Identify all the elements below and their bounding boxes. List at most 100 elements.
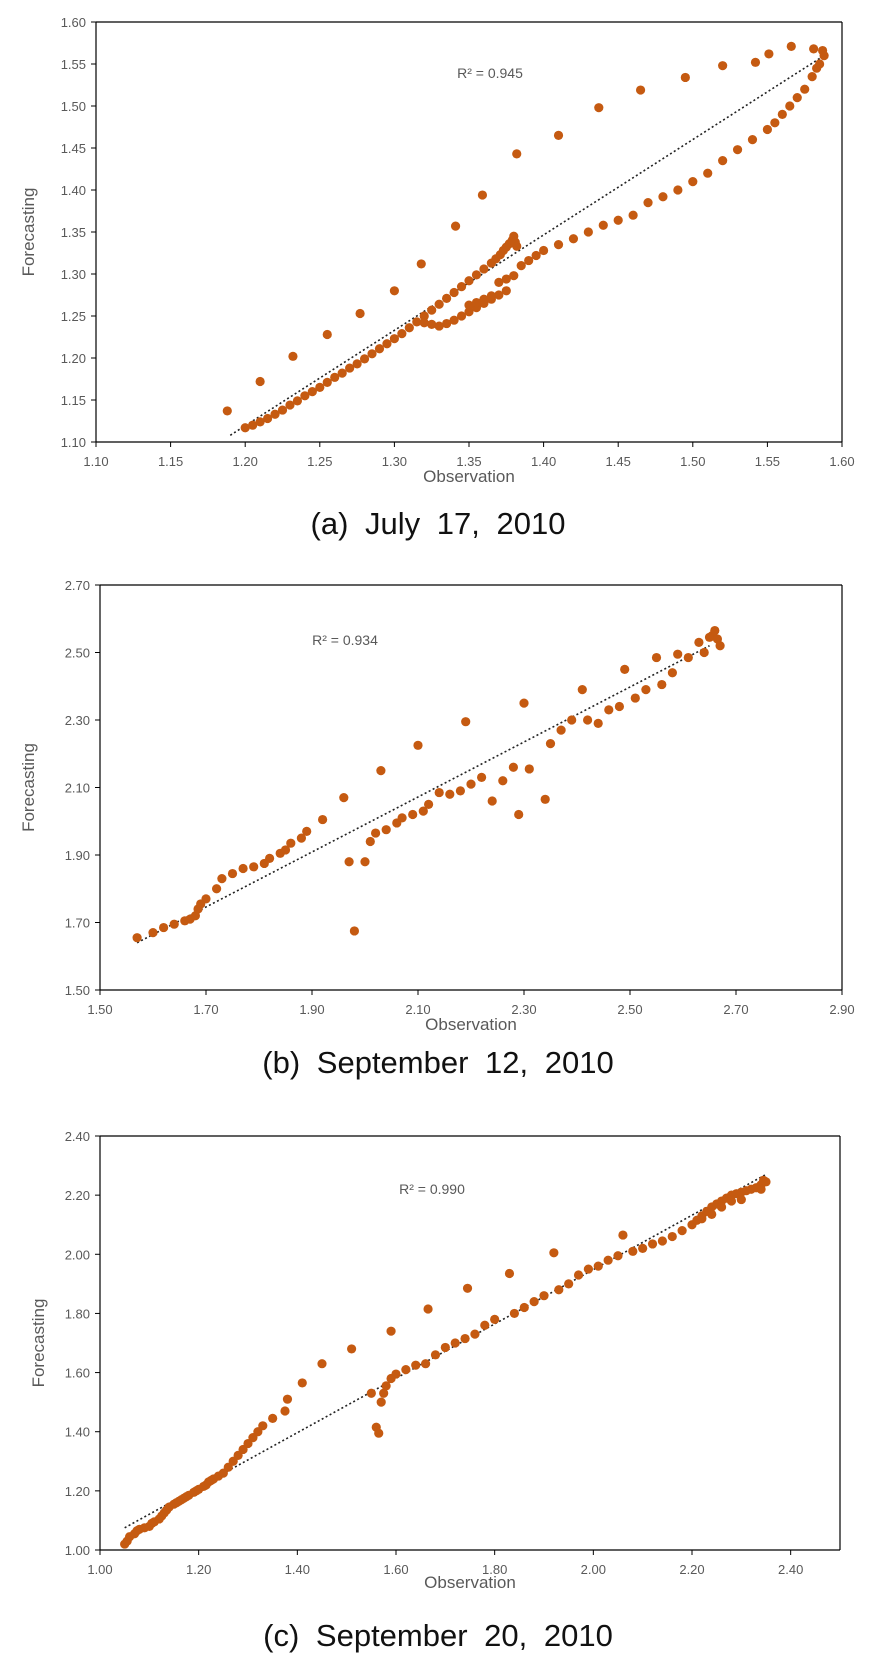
data-point — [486, 291, 496, 301]
data-point — [464, 307, 474, 317]
data-point — [322, 329, 332, 340]
x-axis-title: Observation — [423, 467, 515, 486]
data-point — [440, 1342, 450, 1353]
data-point — [268, 1413, 278, 1424]
x-tick-label: 1.55 — [755, 454, 780, 469]
data-point — [750, 57, 761, 67]
data-point — [715, 641, 725, 651]
y-tick-label: 1.00 — [65, 1543, 90, 1558]
data-point — [449, 315, 459, 325]
data-point — [628, 1246, 638, 1256]
data-point — [401, 1365, 411, 1375]
data-point — [604, 705, 614, 715]
data-point — [374, 1428, 384, 1438]
data-point — [471, 297, 482, 308]
y-tick-label: 1.25 — [61, 309, 86, 324]
data-point — [758, 1175, 769, 1185]
data-point — [628, 210, 638, 220]
chart-panel-b: 1.50 1.70 1.90 2.10 2.30 2.50 2.70 2.90 1.50 1.70… — [0, 570, 876, 1110]
r-squared-label: R² = 0.945 — [457, 65, 523, 81]
x-tick-label: 1.30 — [382, 454, 407, 469]
data-point — [248, 420, 258, 430]
data-point — [657, 1236, 668, 1246]
x-tick-label: 1.70 — [193, 1002, 218, 1017]
data-point — [330, 372, 340, 382]
y-tick-label: 2.50 — [65, 646, 90, 661]
data-point — [539, 1291, 549, 1301]
data-point — [344, 857, 354, 867]
data-point — [539, 245, 549, 256]
data-point — [339, 793, 349, 803]
data-point — [255, 376, 265, 387]
y-tick-label: 1.45 — [61, 141, 86, 156]
data-point — [514, 809, 524, 820]
data-point — [296, 833, 306, 843]
data-point — [501, 286, 511, 296]
data-point — [421, 1359, 431, 1369]
y-tick-label: 1.60 — [61, 15, 86, 30]
data-point — [470, 1329, 480, 1339]
data-point — [288, 351, 298, 361]
data-point — [297, 1378, 307, 1388]
data-point — [419, 318, 429, 328]
data-point — [593, 1261, 603, 1271]
data-point — [498, 776, 508, 786]
data-point — [450, 1338, 460, 1348]
y-tick-label: 1.50 — [65, 983, 90, 998]
data-point — [786, 41, 796, 51]
caption-b: (b) September 12, 2010 — [262, 1045, 614, 1080]
data-point — [509, 1308, 519, 1319]
data-point — [434, 299, 444, 309]
data-point — [512, 149, 522, 159]
data-point — [509, 271, 519, 281]
data-point — [418, 806, 428, 816]
data-point — [411, 1360, 421, 1370]
data-point — [471, 270, 482, 280]
x-tick-label: 1.40 — [531, 454, 556, 469]
data-point — [703, 168, 713, 178]
chart-panel-a: 1.10 1.15 1.20 1.25 1.30 1.35 1.40 1.45 1.50 1.55… — [0, 0, 876, 541]
data-point — [508, 762, 518, 772]
data-point — [785, 101, 795, 111]
x-tick-label: 1.40 — [285, 1562, 310, 1577]
data-point — [367, 349, 377, 359]
data-point — [238, 863, 248, 874]
data-point — [777, 109, 787, 119]
data-point — [434, 321, 444, 331]
data-point — [347, 1344, 357, 1354]
data-point — [379, 1388, 389, 1398]
data-point — [352, 359, 362, 369]
data-point — [477, 190, 488, 200]
data-point — [282, 1394, 293, 1404]
data-point — [490, 1314, 500, 1324]
data-point — [800, 84, 810, 94]
y-tick-label: 1.15 — [61, 393, 86, 408]
y-tick-label: 1.80 — [65, 1306, 90, 1321]
data-point — [718, 61, 728, 71]
data-point — [397, 813, 407, 823]
data-point — [450, 221, 461, 231]
data-point — [391, 1369, 401, 1379]
y-tick-label: 1.40 — [65, 1425, 90, 1440]
data-point — [286, 838, 296, 848]
data-point — [807, 72, 817, 82]
data-point — [809, 44, 819, 54]
data-point — [382, 339, 392, 349]
x-tick-label: 2.30 — [511, 1002, 536, 1017]
x-axis-title: Observation — [424, 1573, 516, 1592]
y-tick-label: 2.10 — [65, 781, 90, 796]
y-tick-label: 1.20 — [65, 1484, 90, 1499]
data-point — [516, 261, 526, 271]
x-tick-label: 1.45 — [606, 454, 631, 469]
data-point — [764, 49, 774, 59]
data-point — [564, 1279, 574, 1289]
data-point — [519, 698, 529, 708]
data-point — [756, 1184, 766, 1194]
data-point — [512, 241, 522, 251]
data-point — [381, 1381, 391, 1391]
data-point — [707, 1209, 717, 1219]
data-point — [258, 1421, 268, 1431]
data-point — [477, 772, 487, 782]
data-point — [240, 423, 250, 433]
scatter-chart-a: 1.10 1.15 1.20 1.25 1.30 1.35 1.40 1.45 1.50 1.55… — [19, 15, 855, 486]
